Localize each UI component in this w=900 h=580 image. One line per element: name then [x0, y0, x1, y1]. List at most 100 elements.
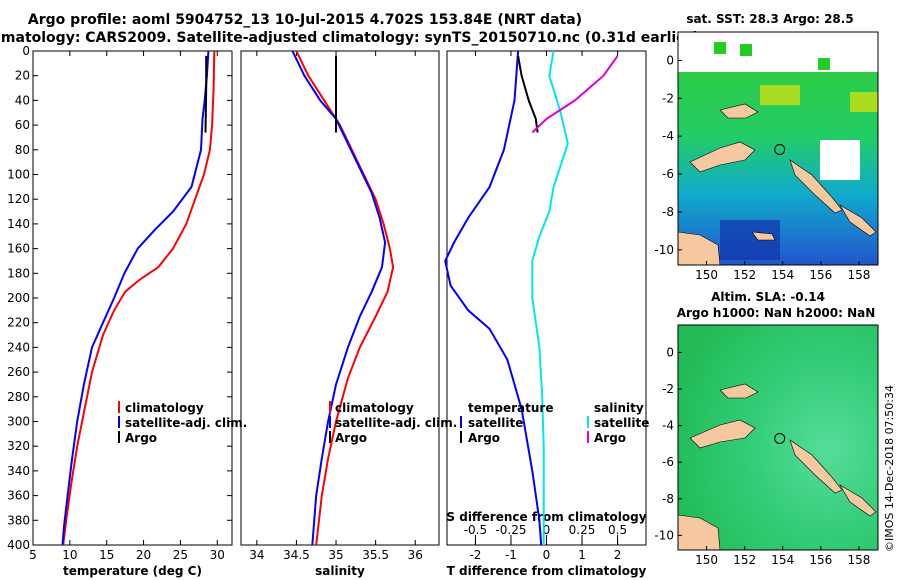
- y-tick-label: 100: [7, 168, 30, 182]
- sst-map-frame: [677, 31, 879, 266]
- y-tick-label: 40: [15, 93, 30, 107]
- map-y-tick-label: -4: [662, 419, 674, 433]
- sst-land-solomons-1: [789, 159, 843, 214]
- sst-map: 150 152 154 156 158 0 -2 -4 -6 -8 -10: [654, 31, 879, 282]
- legend-temperature-title: temperature: [468, 401, 553, 415]
- x-tick-label: 10: [62, 548, 77, 562]
- sst-land-new-ireland: [719, 103, 759, 119]
- title-line-2: Climatology: CARS2009. Satellite-adjuste…: [0, 30, 699, 46]
- x-tick-label: 2: [614, 548, 622, 562]
- x-tick-label: -1: [505, 548, 517, 562]
- y-tick-label: 320: [7, 439, 30, 453]
- sla-land-new-britain: [689, 419, 756, 449]
- series-t-satellite: [444, 50, 543, 546]
- sla-map-title-2: Argo h1000: NaN h2000: NaN: [677, 306, 876, 320]
- y-tick-label: 220: [7, 316, 30, 330]
- series-satellite-adj-clim-: [291, 50, 387, 546]
- sst-missing-data: [820, 140, 860, 180]
- x-tick-label: 30: [210, 548, 225, 562]
- sst-warm-patch: [850, 92, 878, 112]
- y-tick-label: 200: [7, 291, 30, 305]
- s-tick-label: 0.5: [608, 523, 627, 537]
- argo-location-marker: [774, 143, 786, 155]
- sst-warm-patch: [760, 85, 800, 105]
- map-y-tick-label: -10: [654, 243, 674, 257]
- y-tick-label: 80: [15, 143, 30, 157]
- sst-pixel: [714, 42, 726, 54]
- legend-satellite-label: satellite-adj. clim.: [125, 416, 247, 430]
- x-tick-label: 5: [29, 548, 37, 562]
- sla-map: 150 152 154 156 158 0 -2 -4 -6 -8 -10: [654, 324, 879, 567]
- map-x-tick-label: 156: [809, 553, 832, 567]
- map-x-tick-label: 150: [695, 268, 718, 282]
- map-x-tick-label: 154: [771, 268, 794, 282]
- x-tick-label: 20: [136, 548, 151, 562]
- y-tick-label: 360: [7, 489, 30, 503]
- y-tick-label: 180: [7, 266, 30, 280]
- map-y-tick-label: -2: [662, 91, 674, 105]
- imos-timestamp: ©IMOS 14-Dec-2018 07:50:34: [883, 385, 896, 552]
- map-y-tick-label: -8: [662, 492, 674, 506]
- x-tick-label: 35.5: [362, 548, 389, 562]
- map-x-tick-label: 154: [771, 553, 794, 567]
- sst-pixel: [740, 44, 752, 56]
- y-tick-label: 240: [7, 340, 30, 354]
- y-tick-label: 60: [15, 118, 30, 132]
- map-x-tick-label: 158: [847, 268, 870, 282]
- sla-land-solomons-1: [789, 439, 843, 494]
- difference-panel: -2 -1 0 1 2 T difference from climatology -0.5…: [444, 50, 647, 578]
- y-tick-label: 140: [7, 217, 30, 231]
- x-tick-label: 25: [173, 548, 188, 562]
- legend-climatology-label: climatology: [125, 401, 204, 415]
- x-tick-label: 36: [408, 548, 423, 562]
- sst-land-new-britain: [689, 141, 756, 173]
- y-tick-label: 380: [7, 513, 30, 527]
- y-tick-label: 0: [22, 44, 30, 58]
- argo-location-marker: [774, 432, 786, 444]
- series-s-argo: [531, 55, 619, 134]
- sst-map-title: sat. SST: 28.3 Argo: 28.5: [686, 12, 853, 26]
- map-y-tick-label: -6: [662, 455, 674, 469]
- series-argo: [204, 55, 208, 133]
- s-tick-label: -0.25: [495, 523, 526, 537]
- series-satellite-adj-clim-: [61, 50, 210, 546]
- x-axis-label: temperature (deg C): [63, 564, 202, 578]
- series-s-satellite: [531, 50, 569, 545]
- y-tick-label: 20: [15, 69, 30, 83]
- legend-satellite-label: satellite-adj. clim.: [335, 416, 457, 430]
- x-axis-label: T difference from climatology: [447, 564, 647, 578]
- sla-map-frame: [677, 324, 879, 551]
- plot-frame: [240, 50, 440, 546]
- map-x-tick-label: 152: [733, 553, 756, 567]
- y-tick-label: 340: [7, 464, 30, 478]
- sst-pixel: [818, 58, 830, 70]
- map-x-tick-label: 150: [695, 553, 718, 567]
- series-climatology: [295, 50, 395, 546]
- sst-land-island: [751, 231, 776, 241]
- temperature-legend: climatology satellite-adj. clim. Argo: [118, 401, 247, 445]
- x-tick-label: 34.5: [283, 548, 310, 562]
- series-climatology: [62, 50, 216, 546]
- map-x-tick-label: 158: [847, 553, 870, 567]
- map-y-tick-label: 0: [666, 53, 674, 67]
- y-tick-label: 120: [7, 192, 30, 206]
- legend-argo-label: Argo: [125, 431, 157, 445]
- map-x-tick-label: 152: [733, 268, 756, 282]
- legend-t-argo-label: Argo: [468, 431, 500, 445]
- map-y-tick-label: -6: [662, 167, 674, 181]
- plot-frame: [446, 50, 647, 546]
- sst-missing-data: [678, 32, 878, 72]
- x-tick-label: 1: [578, 548, 586, 562]
- y-tick-label: 260: [7, 365, 30, 379]
- map-y-tick-label: -8: [662, 205, 674, 219]
- temperature-panel: 5 10 15 20 25 3002040608010012014016018020022…: [7, 44, 233, 578]
- salinity-legend: climatology satellite-adj. clim. Argo: [329, 401, 457, 445]
- map-y-tick-label: 0: [666, 345, 674, 359]
- legend-argo-label: Argo: [335, 431, 367, 445]
- salinity-panel: 34 34.5 35 35.5 36 salinity: [240, 50, 440, 578]
- y-tick-label: 160: [7, 242, 30, 256]
- s-tick-label: 0.25: [569, 523, 596, 537]
- x-tick-label: -2: [469, 548, 481, 562]
- x-tick-label: 35: [328, 548, 343, 562]
